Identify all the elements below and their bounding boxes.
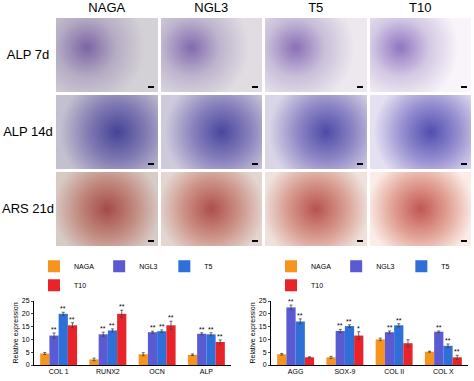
svg-text:*: * xyxy=(357,325,360,332)
svg-text:T5: T5 xyxy=(204,263,212,270)
svg-text:**: ** xyxy=(217,333,223,340)
html-text:T5: T5 xyxy=(308,0,324,15)
svg-text:25: 25 xyxy=(259,297,267,304)
svg-text:**: ** xyxy=(337,322,343,329)
svg-text:**: ** xyxy=(387,324,393,331)
svg-text:**: ** xyxy=(109,322,115,329)
html-text:ALP 14d: ALP 14d xyxy=(3,124,53,139)
html-text:ARS 21d: ARS 21d xyxy=(2,201,54,216)
svg-text:RUNX2: RUNX2 xyxy=(96,368,120,375)
svg-text:5: 5 xyxy=(263,349,267,356)
svg-text:15: 15 xyxy=(22,323,30,330)
svg-text:20: 20 xyxy=(259,310,267,317)
svg-text:25: 25 xyxy=(22,297,30,304)
svg-text:Relative expression: Relative expression xyxy=(12,302,20,363)
svg-text:20: 20 xyxy=(22,310,30,317)
svg-text:**: ** xyxy=(208,326,214,333)
svg-text:ALP: ALP xyxy=(200,368,214,375)
svg-text:15: 15 xyxy=(259,323,267,330)
svg-text:NAGA: NAGA xyxy=(311,263,331,270)
html-text:T10: T10 xyxy=(409,0,432,15)
html-text:NGL3: NGL3 xyxy=(194,0,229,15)
svg-text:**: ** xyxy=(119,303,125,310)
svg-text:NAGA: NAGA xyxy=(74,263,94,270)
svg-text:5: 5 xyxy=(26,349,30,356)
svg-text:**: ** xyxy=(396,317,402,324)
svg-text:**: ** xyxy=(445,337,451,344)
svg-text:**: ** xyxy=(346,318,352,325)
svg-text:NGL3: NGL3 xyxy=(376,263,394,270)
svg-text:**: ** xyxy=(60,305,66,312)
svg-text:0: 0 xyxy=(26,361,30,368)
svg-text:OCN: OCN xyxy=(149,368,165,375)
html-text:NAGA: NAGA xyxy=(88,0,126,15)
svg-text:**: ** xyxy=(69,316,75,323)
svg-text:COL X: COL X xyxy=(433,368,454,375)
svg-text:**: ** xyxy=(288,298,294,305)
svg-text:**: ** xyxy=(436,324,442,331)
svg-text:**: ** xyxy=(159,323,165,330)
svg-text:**: ** xyxy=(51,326,57,333)
svg-text:T10: T10 xyxy=(74,282,86,289)
svg-text:10: 10 xyxy=(259,336,267,343)
svg-text:**: ** xyxy=(297,312,303,319)
svg-text:**: ** xyxy=(150,324,156,331)
svg-text:AGG: AGG xyxy=(288,368,304,375)
svg-text:Relative expression: Relative expression xyxy=(249,302,257,363)
svg-text:COL 1: COL 1 xyxy=(49,368,69,375)
svg-text:10: 10 xyxy=(22,336,30,343)
svg-text:T5: T5 xyxy=(441,263,449,270)
svg-text:NGL3: NGL3 xyxy=(139,263,157,270)
svg-text:0: 0 xyxy=(263,361,267,368)
svg-text:**: ** xyxy=(454,348,460,355)
html-text:ALP 7d: ALP 7d xyxy=(6,47,50,62)
svg-text:COL II: COL II xyxy=(384,368,404,375)
svg-text:**: ** xyxy=(100,325,106,332)
svg-text:**: ** xyxy=(199,326,205,333)
svg-text:**: ** xyxy=(168,314,174,321)
svg-text:SOX-9: SOX-9 xyxy=(334,368,355,375)
svg-text:T10: T10 xyxy=(311,282,323,289)
